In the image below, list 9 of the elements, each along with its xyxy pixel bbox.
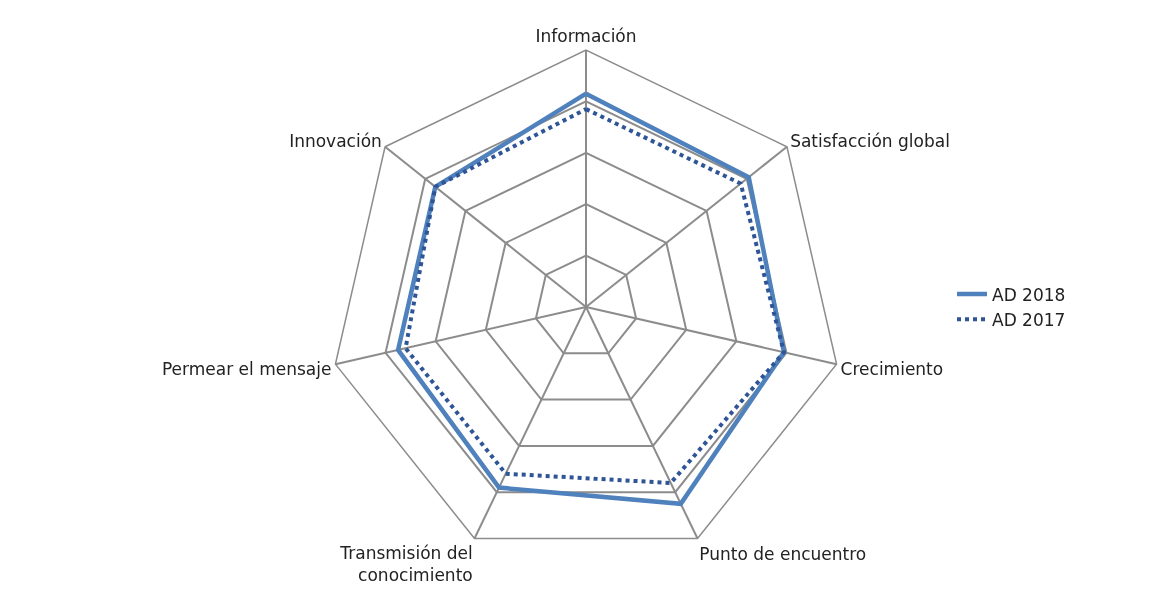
spoke-label: Crecimiento — [840, 358, 944, 379]
legend-label: AD 2017 — [992, 309, 1066, 330]
spoke-label: Permear el mensaje — [161, 358, 332, 379]
spoke-label: Información — [535, 26, 637, 47]
spoke-label: Transmisión del conocimiento — [339, 543, 473, 586]
spoke-label: Innovación — [289, 130, 382, 151]
legend-label: AD 2018 — [992, 284, 1066, 305]
spoke-label: Punto de encuentro — [699, 544, 867, 565]
spoke-label: Satisfacción global — [790, 130, 950, 151]
